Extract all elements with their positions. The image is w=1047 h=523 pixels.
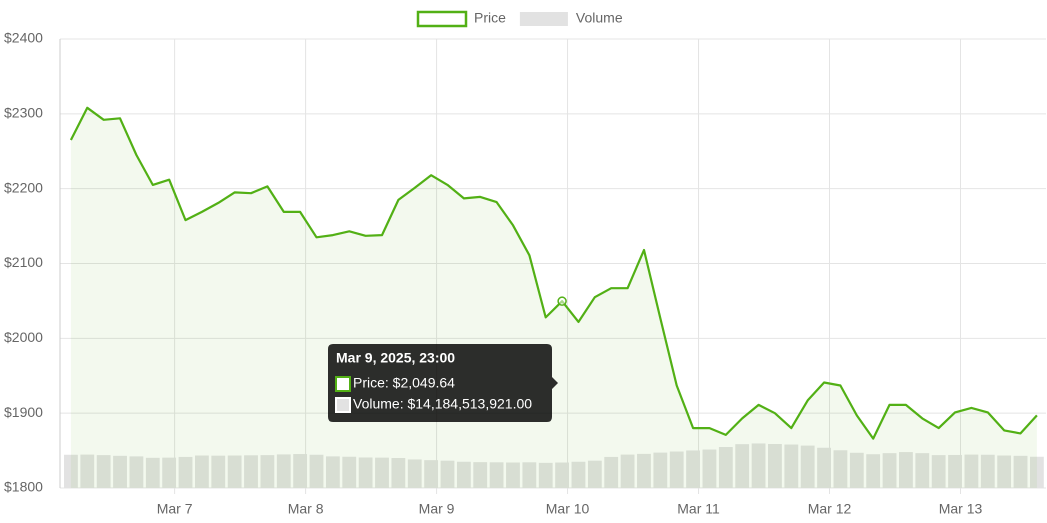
volume-bar bbox=[96, 455, 111, 488]
volume-bar bbox=[718, 447, 733, 488]
volume-bar bbox=[964, 454, 979, 488]
legend-label: Volume bbox=[576, 10, 623, 26]
volume-bar bbox=[702, 449, 717, 488]
tooltip-item: Volume: $14,184,513,921.00 bbox=[353, 396, 532, 412]
volume-bar bbox=[424, 460, 439, 488]
hover-point bbox=[557, 296, 567, 306]
volume-bar bbox=[162, 457, 177, 488]
volume-bar bbox=[686, 450, 700, 488]
tooltip: Mar 9, 2025, 23:00 Price: $2,049.64 Volume… bbox=[328, 344, 558, 422]
y-tick-label: $2000 bbox=[4, 329, 43, 345]
volume-bar bbox=[244, 455, 258, 488]
volume-bar bbox=[948, 454, 962, 488]
volume-bar bbox=[768, 443, 782, 488]
legend-swatch bbox=[416, 10, 468, 28]
volume-bar bbox=[571, 461, 586, 488]
volume-bar bbox=[669, 451, 684, 488]
volume-bar bbox=[931, 455, 946, 488]
volume-bar bbox=[260, 455, 275, 488]
y-tick-label: $2200 bbox=[4, 179, 43, 195]
volume-bar bbox=[325, 456, 340, 488]
volume-bar bbox=[899, 452, 913, 488]
x-tick-label: Mar 7 bbox=[157, 501, 193, 517]
volume-bar bbox=[882, 453, 897, 488]
volume-bar bbox=[784, 444, 799, 488]
legend-label: Price bbox=[474, 10, 506, 26]
volume-bar bbox=[473, 462, 488, 488]
volume-bar bbox=[489, 462, 504, 488]
volume-bar bbox=[866, 454, 881, 488]
volume-bar bbox=[64, 454, 78, 488]
legend-swatch bbox=[519, 12, 568, 26]
y-tick-label: $2100 bbox=[4, 254, 43, 270]
volume-bar bbox=[293, 454, 308, 488]
volume-bar bbox=[587, 460, 602, 488]
volume-bar bbox=[637, 453, 651, 488]
x-tick-label: Mar 9 bbox=[419, 501, 455, 517]
y-tick-label: $1900 bbox=[4, 404, 43, 420]
tooltip-swatch bbox=[335, 376, 351, 392]
volume-bar bbox=[375, 457, 389, 488]
y-tick-label: $2300 bbox=[4, 105, 43, 121]
volume-bar bbox=[342, 456, 357, 488]
x-tick-label: Mar 11 bbox=[677, 501, 720, 517]
volume-bar bbox=[80, 454, 95, 488]
volume-bar bbox=[538, 462, 553, 488]
x-tick-label: Mar 10 bbox=[546, 501, 590, 517]
volume-bar bbox=[227, 455, 242, 488]
tooltip-title: Mar 9, 2025, 23:00 bbox=[336, 350, 455, 366]
volume-bar bbox=[751, 443, 766, 488]
volume-bar bbox=[358, 457, 373, 488]
volume-bar bbox=[145, 457, 160, 488]
volume-bar bbox=[113, 455, 127, 488]
tooltip-swatch bbox=[335, 397, 351, 413]
volume-bar bbox=[849, 452, 864, 488]
volume-bar bbox=[276, 454, 291, 488]
volume-bar bbox=[1030, 456, 1044, 488]
volume-bar bbox=[178, 456, 193, 488]
volume-bar bbox=[620, 454, 635, 488]
volume-bar bbox=[833, 450, 848, 488]
y-tick-label: $1800 bbox=[4, 479, 43, 495]
volume-bar bbox=[391, 458, 406, 488]
volume-bar bbox=[555, 462, 569, 488]
volume-bar bbox=[211, 455, 226, 488]
volume-bar bbox=[522, 462, 537, 488]
y-tick-label: $2400 bbox=[4, 30, 43, 46]
volume-bar bbox=[604, 456, 619, 488]
volume-bar bbox=[997, 455, 1012, 488]
volume-bar bbox=[653, 452, 668, 488]
volume-bar bbox=[129, 456, 144, 488]
x-tick-label: Mar 8 bbox=[288, 501, 324, 517]
volume-bar bbox=[407, 459, 422, 488]
tooltip-item: Price: $2,049.64 bbox=[353, 375, 455, 391]
volume-bar bbox=[1013, 455, 1028, 488]
volume-bar bbox=[817, 447, 831, 488]
volume-bar bbox=[800, 445, 815, 488]
x-tick-label: Mar 12 bbox=[808, 501, 852, 517]
x-tick-label: Mar 13 bbox=[939, 501, 983, 517]
price-area bbox=[70, 107, 1037, 489]
volume-bar bbox=[456, 461, 471, 488]
volume-bar bbox=[440, 460, 455, 488]
volume-bar bbox=[309, 454, 324, 488]
price-line bbox=[69, 106, 1038, 440]
tooltip-box bbox=[328, 344, 558, 422]
volume-bar bbox=[915, 453, 930, 488]
volume-bar bbox=[194, 455, 209, 488]
volume-bar bbox=[980, 454, 995, 488]
volume-bar bbox=[506, 462, 520, 488]
volume-bar bbox=[735, 444, 750, 488]
